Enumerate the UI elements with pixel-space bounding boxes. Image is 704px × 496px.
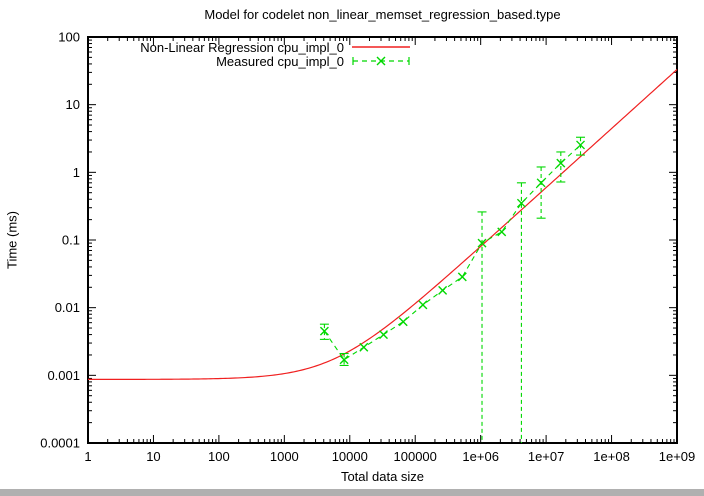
x-tick-label: 1e+09: [659, 449, 696, 464]
x-tick-label: 1000: [270, 449, 299, 464]
y-tick-label: 0.001: [47, 368, 80, 383]
x-marker: [438, 285, 448, 295]
x-marker: [477, 238, 487, 248]
plot-border: [87, 36, 678, 444]
x-tick-label: 100: [208, 449, 230, 464]
y-tick-label: 1: [73, 165, 80, 180]
x-tick-label: 10: [146, 449, 160, 464]
legend-label-model: Non-Linear Regression cpu_impl_0: [140, 39, 344, 55]
x-marker: [398, 317, 408, 327]
legend-x-marker: [376, 56, 386, 66]
x-marker: [576, 140, 586, 150]
x-marker: [379, 330, 389, 340]
x-marker: [319, 326, 329, 336]
x-tick-label: 1e+07: [528, 449, 565, 464]
red-solid-line-icon: [352, 46, 410, 48]
y-tick-label: 0.1: [62, 233, 80, 248]
x-tick-label: 1e+08: [593, 449, 630, 464]
x-marker: [536, 178, 546, 188]
y-tick-label: 10: [66, 97, 80, 112]
y-tick-label: 0.01: [55, 300, 80, 315]
x-tick-label: 10000: [332, 449, 368, 464]
x-marker: [359, 342, 369, 352]
green-dashed-errorbar-icon: [352, 56, 410, 66]
x-marker: [556, 158, 566, 168]
y-tick-label: 0.0001: [40, 436, 80, 451]
x-marker: [339, 355, 349, 365]
legend-entry-model: Non-Linear Regression cpu_impl_0: [140, 39, 410, 55]
x-marker: [497, 227, 507, 237]
horizontal-scrollbar[interactable]: [0, 489, 704, 496]
legend-label-measured: Measured cpu_impl_0: [216, 53, 344, 69]
x-marker: [516, 198, 526, 208]
x-tick-label: 1: [84, 449, 91, 464]
x-marker: [457, 272, 467, 282]
x-tick-label: 1e+06: [462, 449, 499, 464]
legend-entry-measured: Measured cpu_impl_0: [140, 53, 410, 69]
measured-line: [323, 144, 581, 361]
y-tick-label: 100: [58, 30, 80, 45]
legend: Non-Linear Regression cpu_impl_0 Measure…: [140, 39, 410, 69]
x-marker: [418, 300, 428, 310]
x-axis-label: Total data size: [340, 469, 425, 484]
x-tick-label: 100000: [394, 449, 437, 464]
model-curve: [88, 69, 678, 381]
chart-title: Model for codelet non_linear_memset_regr…: [204, 7, 561, 22]
